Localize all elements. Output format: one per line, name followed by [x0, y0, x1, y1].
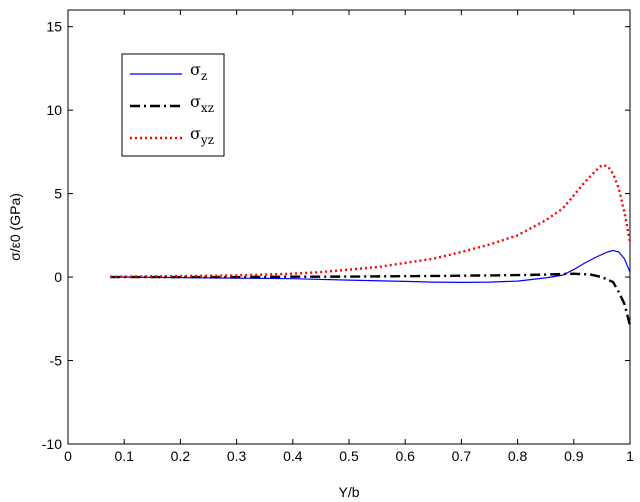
x-tick-label: 0.9 [564, 448, 584, 464]
x-tick-label: 0.7 [452, 448, 472, 464]
legend: σz σxz σyz [121, 53, 225, 157]
series-layer [110, 163, 632, 326]
y-tick-label: -10 [42, 436, 62, 452]
legend-label-0: σz [190, 60, 207, 83]
legend-label-2: σyz [190, 124, 214, 147]
x-tick-label: 0.5 [339, 448, 359, 464]
y-tick-label: -5 [50, 353, 63, 369]
x-tick-label: 0.4 [283, 448, 303, 464]
x-axis: 0 0.1 0.2 0.3 0.4 0.5 0.6 0.7 0.8 0.9 1 [64, 10, 634, 464]
x-tick-label: 0.6 [395, 448, 415, 464]
y-tick-label: 0 [54, 269, 62, 285]
series-line-1 [110, 272, 632, 326]
x-tick-label: 0.8 [508, 448, 528, 464]
legend-label-1: σxz [190, 92, 214, 115]
y-tick-label: 15 [46, 19, 62, 35]
y-tick-label: 10 [46, 102, 62, 118]
x-tick-label: 0.1 [114, 448, 134, 464]
series-line-2 [110, 163, 632, 278]
x-axis-label: Y/b [338, 484, 359, 500]
x-tick-label: 0.3 [227, 448, 247, 464]
x-tick-label: 1 [626, 448, 634, 464]
y-tick-label: 5 [54, 186, 62, 202]
y-axis: -10 -5 0 5 10 15 [42, 19, 630, 452]
x-tick-label: 0.2 [171, 448, 191, 464]
x-tick-label: 0 [64, 448, 72, 464]
series-line-0 [110, 249, 631, 283]
y-axis-label: σ/ε0 (GPa) [7, 193, 23, 261]
